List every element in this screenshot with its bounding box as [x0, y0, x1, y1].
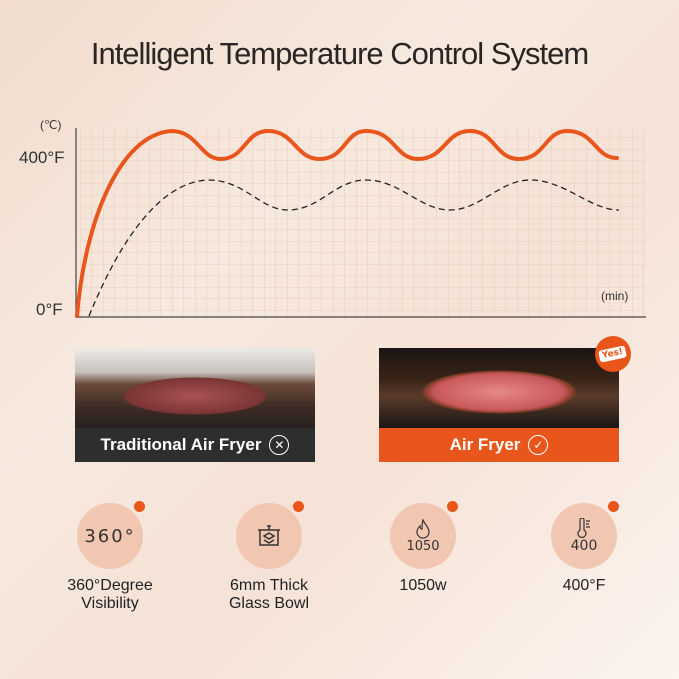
traditional-curve — [88, 179, 620, 317]
air-fryer-card: Air Fryer ✓ — [379, 348, 619, 462]
temperature-chart — [75, 128, 646, 318]
chart-grid — [77, 128, 645, 316]
pot-icon — [236, 501, 304, 569]
feature-360-visibility: 360° 360°Degree Visibility — [40, 501, 180, 613]
flame-icon: 1050 — [390, 501, 458, 569]
check-circle-icon: ✓ — [528, 435, 549, 455]
thermometer-icon: 400 — [551, 501, 619, 569]
traditional-air-fryer-card: Traditional Air Fryer ✕ — [75, 348, 315, 462]
y-top-label: 400°F — [19, 148, 65, 167]
yes-badge: Yes! — [595, 336, 631, 372]
360-icon: 360° — [77, 501, 145, 569]
y-bottom-label: 0°F — [36, 300, 63, 319]
page-title: Intelligent Temperature Control System — [90, 36, 589, 71]
traditional-steak-image — [75, 348, 315, 428]
feature-glass-bowl: 6mm Thick Glass Bowl — [199, 501, 339, 613]
traditional-label: Traditional Air Fryer — [100, 435, 262, 454]
x-unit-label: (min) — [601, 289, 629, 303]
feature-power: 1050 1050w — [353, 501, 493, 595]
x-circle-icon: ✕ — [269, 435, 290, 455]
feature-temperature: 400 400°F — [514, 501, 654, 595]
y-unit-label: (℃) — [40, 118, 62, 132]
air-fryer-label: Air Fryer — [449, 435, 521, 454]
air-fryer-curve — [75, 128, 619, 318]
air-fryer-steak-image — [379, 348, 619, 428]
